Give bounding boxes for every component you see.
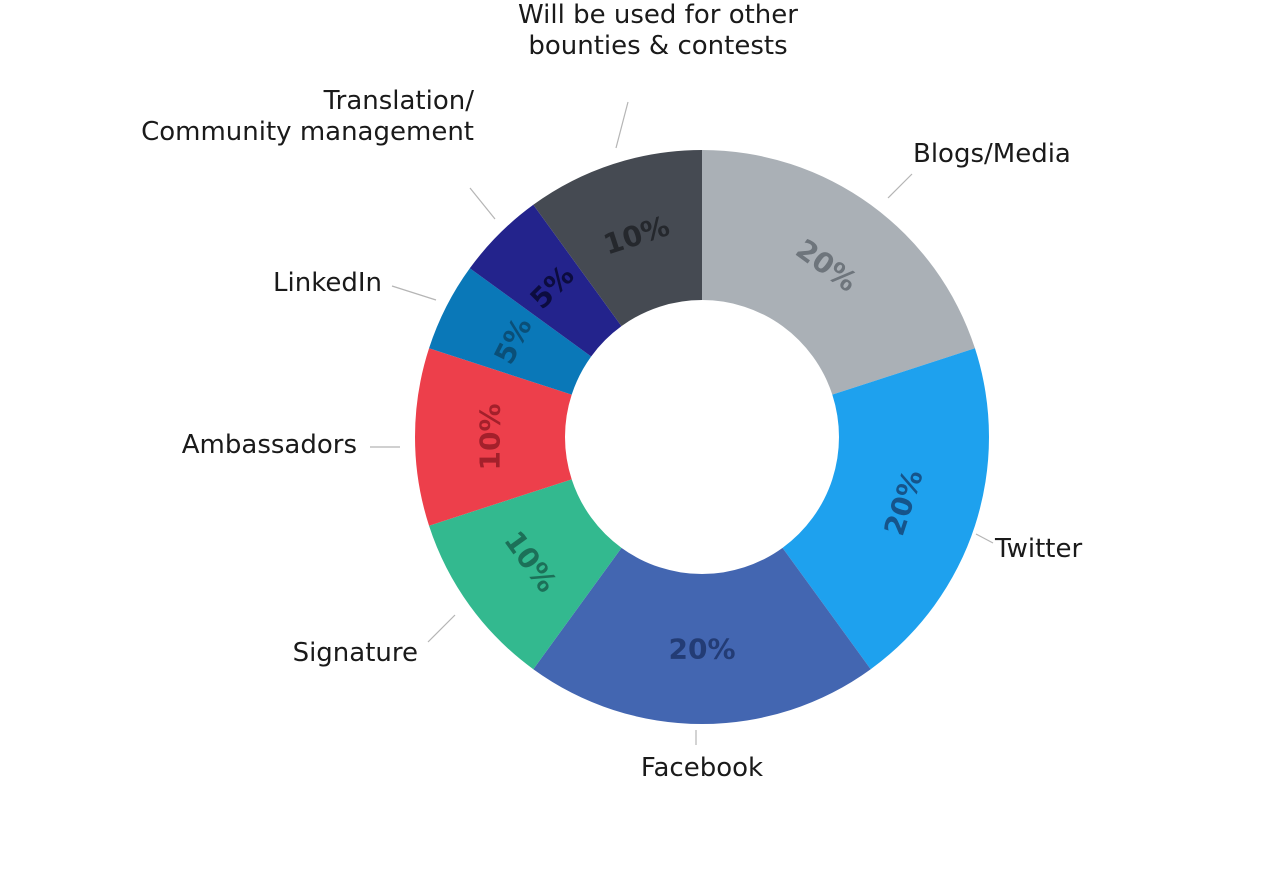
pie-slice-8 [533,150,702,327]
slice-value-label: 10% [474,403,507,470]
pie-slice-6 [429,268,592,395]
leader-line [615,101,629,149]
category-label: Signature [293,638,418,668]
category-label: Blogs/Media [913,139,1071,169]
leader-line [427,614,456,643]
pie-slice-1 [702,150,975,395]
category-label: Facebook [641,753,763,783]
category-label: Translation/Community management [141,86,474,147]
pie-slice-3 [533,547,871,725]
slice-value-label: 20% [668,633,735,666]
category-label: Will be used for other bounties & contest… [518,0,798,61]
leader-line [887,173,913,199]
leader-line [391,285,437,301]
category-label: Ambassadors [182,430,357,460]
pie-slice-7 [469,204,622,357]
category-label: Twitter [994,534,1082,564]
pie-slice-2 [782,348,990,670]
category-label: LinkedIn [273,268,382,298]
pie-slice-5 [415,348,572,526]
pie-slice-4 [429,479,622,670]
leader-line [975,533,994,544]
leader-line [469,187,496,220]
